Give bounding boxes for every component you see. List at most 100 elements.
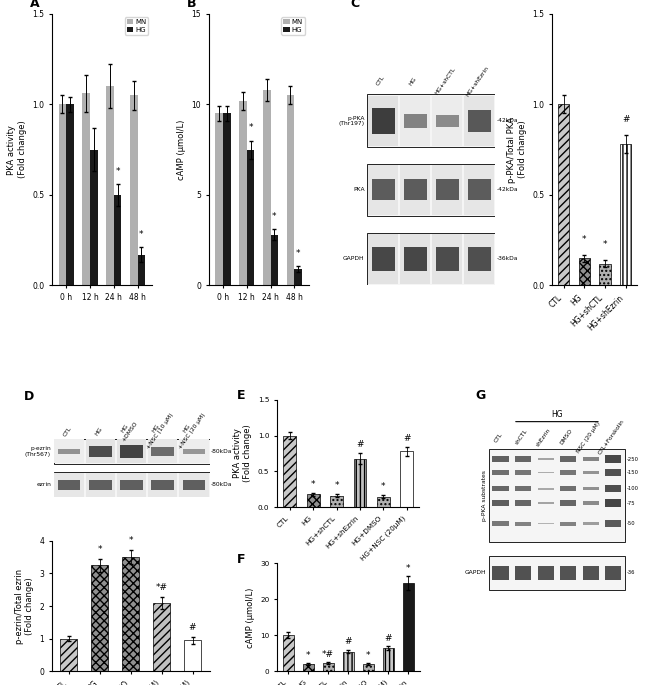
Bar [368,96,398,146]
Text: D: D [23,390,34,403]
Bar [303,664,314,671]
Text: CTL+Forskolin: CTL+Forskolin [597,419,625,456]
Bar [493,521,509,526]
Bar [122,557,139,671]
Text: *: * [115,167,120,176]
Bar [404,179,426,201]
Text: NSC (20 μM): NSC (20 μM) [576,421,601,454]
Text: #: # [344,638,352,647]
Bar [468,247,491,271]
Text: *: * [306,651,310,660]
Text: *: * [381,482,385,491]
Text: *: * [248,123,253,132]
Text: *#: *# [155,583,168,592]
Bar [436,179,459,201]
Bar [86,439,115,463]
Bar [363,664,374,671]
Bar [599,264,610,286]
Bar [538,502,554,504]
Bar [130,95,138,286]
Bar [538,472,554,473]
Y-axis label: cAMP (μmol/L): cAMP (μmol/L) [177,119,186,179]
Text: p-PKA substrates: p-PKA substrates [482,470,487,521]
Bar [368,234,398,284]
Text: CTL: CTL [376,75,386,87]
Bar [354,458,367,508]
Bar [372,179,395,201]
Text: HG
+NSC (20 μM): HG +NSC (20 μM) [173,409,206,450]
Bar [58,449,81,454]
Bar [404,247,426,271]
Bar [372,108,395,134]
Text: HG+shCTL: HG+shCTL [434,66,456,96]
Bar [183,479,205,490]
Bar [58,104,66,286]
Bar [605,521,621,527]
Bar [294,269,302,286]
Bar [515,470,531,475]
Bar [538,488,554,490]
Bar [582,457,599,461]
Bar [120,445,143,458]
Text: DMSO: DMSO [559,428,573,446]
Bar [560,500,577,506]
Y-axis label: cAMP (μmol/L): cAMP (μmol/L) [246,587,255,647]
Text: GAPDH: GAPDH [465,571,487,575]
Bar [283,436,296,508]
Bar [605,456,621,462]
Bar [263,90,270,286]
Bar [515,486,531,491]
Bar [538,458,554,460]
Bar [493,500,509,506]
Bar [66,104,74,286]
Bar [468,110,491,132]
Bar [493,456,509,462]
Bar [432,96,462,146]
Bar [515,500,531,506]
Bar [558,104,569,286]
Text: HG
+DMSO: HG +DMSO [116,417,138,443]
Bar [493,470,509,475]
Bar [89,479,112,490]
Text: shEzrin: shEzrin [536,427,552,447]
Text: -150: -150 [627,470,638,475]
Bar [148,439,177,463]
Bar [605,499,621,507]
Bar [90,149,97,286]
Text: *: * [406,564,411,573]
Bar [343,651,354,671]
Bar [560,521,577,525]
Bar [114,195,122,286]
Bar [307,495,320,508]
Bar [403,583,414,671]
Bar [582,566,599,580]
Bar [179,439,209,463]
Text: -36: -36 [627,571,635,575]
Bar [247,149,254,286]
Bar [184,640,201,671]
Bar [270,235,278,286]
Bar [515,456,531,462]
Y-axis label: PKA activity
(Fold change): PKA activity (Fold change) [7,121,27,179]
Bar [215,113,223,286]
Bar [153,603,170,671]
Text: CTL: CTL [493,432,504,443]
Bar [620,144,631,286]
Text: *: * [98,545,102,553]
Bar [148,473,177,497]
Bar [151,479,174,490]
Bar [322,663,333,671]
Text: PKA: PKA [353,188,365,192]
Y-axis label: p-PKA/Total PKA
(Fold change): p-PKA/Total PKA (Fold change) [508,116,527,182]
Text: *: * [129,536,133,545]
Text: HG: HG [94,426,103,436]
Bar [117,439,146,463]
Text: p-PKA
(Thr197): p-PKA (Thr197) [339,116,365,126]
Bar [58,479,81,490]
Bar [287,95,294,286]
Text: ezrin: ezrin [36,482,51,487]
Bar [560,470,577,475]
Bar [368,165,398,215]
Bar [383,648,394,671]
Legend: MN, HG: MN, HG [281,17,305,35]
